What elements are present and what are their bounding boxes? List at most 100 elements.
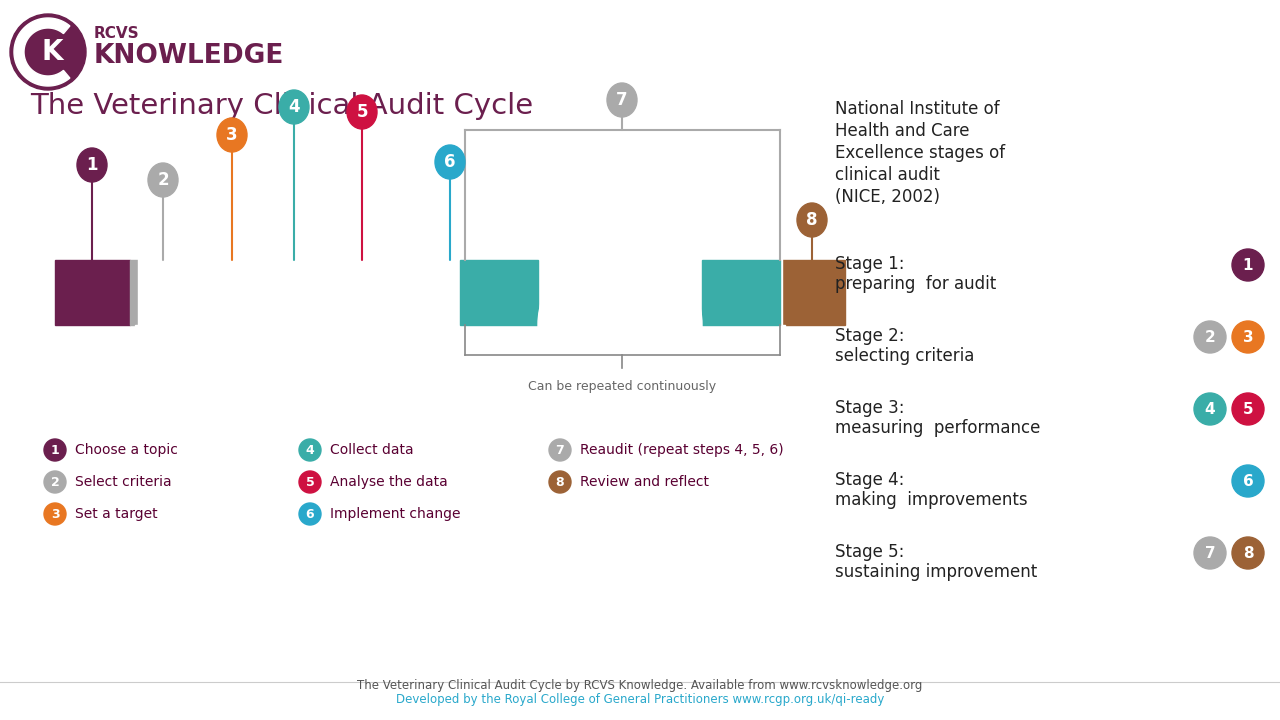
Text: Stage 3:: Stage 3: xyxy=(835,399,905,417)
Text: Set a target: Set a target xyxy=(76,507,157,521)
Text: 3: 3 xyxy=(1243,330,1253,344)
Circle shape xyxy=(44,471,67,493)
Text: K: K xyxy=(41,38,63,66)
Text: clinical audit: clinical audit xyxy=(835,166,940,184)
Polygon shape xyxy=(140,218,239,325)
Text: 2: 2 xyxy=(51,475,59,488)
Ellipse shape xyxy=(218,118,247,152)
Text: Choose a topic: Choose a topic xyxy=(76,443,178,457)
Circle shape xyxy=(1231,321,1265,353)
Text: 5: 5 xyxy=(1243,402,1253,416)
Circle shape xyxy=(218,243,381,407)
Circle shape xyxy=(300,471,321,493)
Text: 5: 5 xyxy=(356,103,367,121)
Circle shape xyxy=(1194,321,1226,353)
Text: Stage 2:: Stage 2: xyxy=(835,327,905,345)
Circle shape xyxy=(1231,249,1265,281)
Text: 6: 6 xyxy=(1243,474,1253,488)
Ellipse shape xyxy=(77,148,108,182)
Circle shape xyxy=(10,14,86,90)
Text: Stage 4:: Stage 4: xyxy=(835,471,905,489)
Text: 6: 6 xyxy=(306,508,315,521)
Bar xyxy=(458,165,782,327)
Circle shape xyxy=(1231,465,1265,497)
Polygon shape xyxy=(460,202,567,325)
Text: 1: 1 xyxy=(86,156,97,174)
Text: 3: 3 xyxy=(227,126,238,144)
Text: measuring  performance: measuring performance xyxy=(835,419,1041,437)
Polygon shape xyxy=(14,18,70,86)
Text: 2: 2 xyxy=(157,171,169,189)
Text: 5: 5 xyxy=(306,475,315,488)
Circle shape xyxy=(538,243,701,407)
Text: Can be repeated continuously: Can be repeated continuously xyxy=(527,380,716,393)
Text: sustaining improvement: sustaining improvement xyxy=(835,563,1037,581)
Circle shape xyxy=(1194,393,1226,425)
Text: 6: 6 xyxy=(444,153,456,171)
Text: Excellence stages of: Excellence stages of xyxy=(835,144,1005,162)
Text: Reaudit (repeat steps 4, 5, 6): Reaudit (repeat steps 4, 5, 6) xyxy=(580,443,783,457)
Circle shape xyxy=(218,243,381,407)
Polygon shape xyxy=(517,165,723,262)
Text: 2: 2 xyxy=(1204,330,1216,344)
Text: Developed by the Royal College of General Practitioners www.rcgp.org.uk/qi-ready: Developed by the Royal College of Genera… xyxy=(396,693,884,706)
Text: Stage 1:: Stage 1: xyxy=(835,255,905,273)
Circle shape xyxy=(1231,393,1265,425)
Bar xyxy=(701,260,780,325)
Bar xyxy=(131,260,218,325)
Bar xyxy=(134,325,465,485)
Text: KNOWLEDGE: KNOWLEDGE xyxy=(93,43,284,69)
Ellipse shape xyxy=(797,203,827,237)
Ellipse shape xyxy=(607,83,637,117)
Text: 1: 1 xyxy=(51,444,59,456)
Text: The Veterinary Clinical Audit Cycle: The Veterinary Clinical Audit Cycle xyxy=(29,92,534,120)
Text: Stage 5:: Stage 5: xyxy=(835,543,905,561)
Text: Health and Care: Health and Care xyxy=(835,122,969,140)
Text: preparing  for audit: preparing for audit xyxy=(835,275,996,293)
Text: making  improvements: making improvements xyxy=(835,491,1028,509)
Circle shape xyxy=(1194,537,1226,569)
Text: 7: 7 xyxy=(1204,546,1215,560)
Text: 7: 7 xyxy=(556,444,564,456)
Ellipse shape xyxy=(279,90,308,124)
Text: 7: 7 xyxy=(616,91,627,109)
Text: Review and reflect: Review and reflect xyxy=(580,475,709,489)
Ellipse shape xyxy=(435,145,465,179)
Circle shape xyxy=(44,503,67,525)
Text: Implement change: Implement change xyxy=(330,507,461,521)
Bar xyxy=(138,165,462,327)
Circle shape xyxy=(300,439,321,461)
Ellipse shape xyxy=(347,95,378,129)
Bar xyxy=(454,325,785,485)
Text: The Veterinary Clinical Audit Cycle by RCVS Knowledge. Available from www.rcvskn: The Veterinary Clinical Audit Cycle by R… xyxy=(357,679,923,692)
Bar xyxy=(55,260,131,325)
Text: Analyse the data: Analyse the data xyxy=(330,475,448,489)
Circle shape xyxy=(549,471,571,493)
Text: 8: 8 xyxy=(556,475,564,488)
Text: Select criteria: Select criteria xyxy=(76,475,172,489)
Text: 4: 4 xyxy=(288,98,300,116)
Polygon shape xyxy=(355,206,460,325)
Text: National Institute of: National Institute of xyxy=(835,100,1000,118)
Circle shape xyxy=(44,439,67,461)
Text: Collect data: Collect data xyxy=(330,443,413,457)
Circle shape xyxy=(549,439,571,461)
Bar xyxy=(780,260,845,325)
Bar xyxy=(381,260,780,325)
Text: RCVS: RCVS xyxy=(93,27,140,42)
Polygon shape xyxy=(292,165,407,264)
Text: 1: 1 xyxy=(1243,258,1253,272)
Circle shape xyxy=(300,503,321,525)
Text: 4: 4 xyxy=(1204,402,1215,416)
Circle shape xyxy=(1231,537,1265,569)
Polygon shape xyxy=(180,165,296,270)
Text: 8: 8 xyxy=(1243,546,1253,560)
Bar xyxy=(460,260,538,325)
Text: 4: 4 xyxy=(306,444,315,456)
Polygon shape xyxy=(673,202,780,325)
Text: 3: 3 xyxy=(51,508,59,521)
Text: selecting criteria: selecting criteria xyxy=(835,347,974,365)
Text: 8: 8 xyxy=(806,211,818,229)
Text: (NICE, 2002): (NICE, 2002) xyxy=(835,188,940,206)
Circle shape xyxy=(538,243,701,407)
